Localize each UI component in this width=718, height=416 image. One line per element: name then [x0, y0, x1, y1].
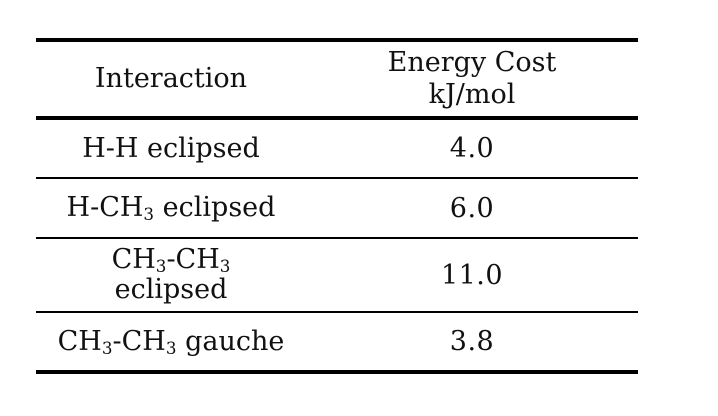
header-energy-cost: Energy Cost kJ/mol: [306, 40, 638, 118]
interaction-name: CH3-CH3 gauche: [57, 325, 285, 358]
interaction-text: gauche: [176, 325, 285, 357]
energy-cost-table-container: Interaction Energy Cost kJ/mol H-H eclip…: [36, 38, 638, 374]
energy-cell: 6.0: [306, 178, 638, 238]
interaction-name: H-H eclipsed: [82, 132, 260, 164]
energy-cell: 3.8: [306, 312, 638, 372]
energy-value: 11.0: [440, 259, 504, 291]
energy-value: 3.8: [449, 326, 495, 357]
interaction-text: CH: [111, 244, 156, 275]
subscript: 3: [219, 256, 231, 277]
subscript: 3: [101, 337, 113, 358]
table-row: CH3-CH3 gauche 3.8: [36, 312, 638, 372]
interaction-text: -CH: [166, 244, 220, 275]
interaction-text: CH: [57, 325, 102, 357]
table-header: Interaction Energy Cost kJ/mol: [36, 40, 638, 118]
energy-value: 4.0: [449, 133, 495, 164]
header-energy-unit: kJ/mol: [428, 79, 516, 110]
table-row: H-H eclipsed 4.0: [36, 118, 638, 178]
interaction-text: H-H eclipsed: [82, 132, 260, 164]
interaction-cell: CH3-CH3 eclipsed: [36, 238, 306, 312]
subscript: 3: [165, 337, 177, 358]
interaction-text: eclipsed: [114, 274, 228, 305]
interaction-cell: CH3-CH3 gauche: [36, 312, 306, 372]
header-energy-cost-label: Energy Cost: [387, 47, 557, 78]
interaction-name: CH3-CH3 eclipsed: [112, 245, 231, 305]
table-body: H-H eclipsed 4.0 H-CH3 eclipsed 6.0 CH3-…: [36, 118, 638, 372]
energy-cell: 11.0: [306, 238, 638, 312]
interaction-cell: H-CH3 eclipsed: [36, 178, 306, 238]
energy-cell: 4.0: [306, 118, 638, 178]
table-row: H-CH3 eclipsed 6.0: [36, 178, 638, 238]
energy-value: 6.0: [449, 192, 495, 224]
interaction-text: H-CH: [66, 192, 144, 223]
interaction-text: eclipsed: [154, 192, 276, 223]
table-row: CH3-CH3 eclipsed 11.0: [36, 238, 638, 312]
header-interaction: Interaction: [36, 40, 306, 118]
subscript: 3: [143, 204, 155, 225]
interaction-text: -CH: [112, 325, 166, 357]
subscript: 3: [155, 256, 167, 277]
header-row: Interaction Energy Cost kJ/mol: [36, 40, 638, 118]
interaction-cell: H-H eclipsed: [36, 118, 306, 178]
header-interaction-label: Interaction: [94, 63, 248, 94]
interaction-name: H-CH3 eclipsed: [67, 193, 276, 223]
energy-cost-table: Interaction Energy Cost kJ/mol H-H eclip…: [36, 38, 638, 374]
